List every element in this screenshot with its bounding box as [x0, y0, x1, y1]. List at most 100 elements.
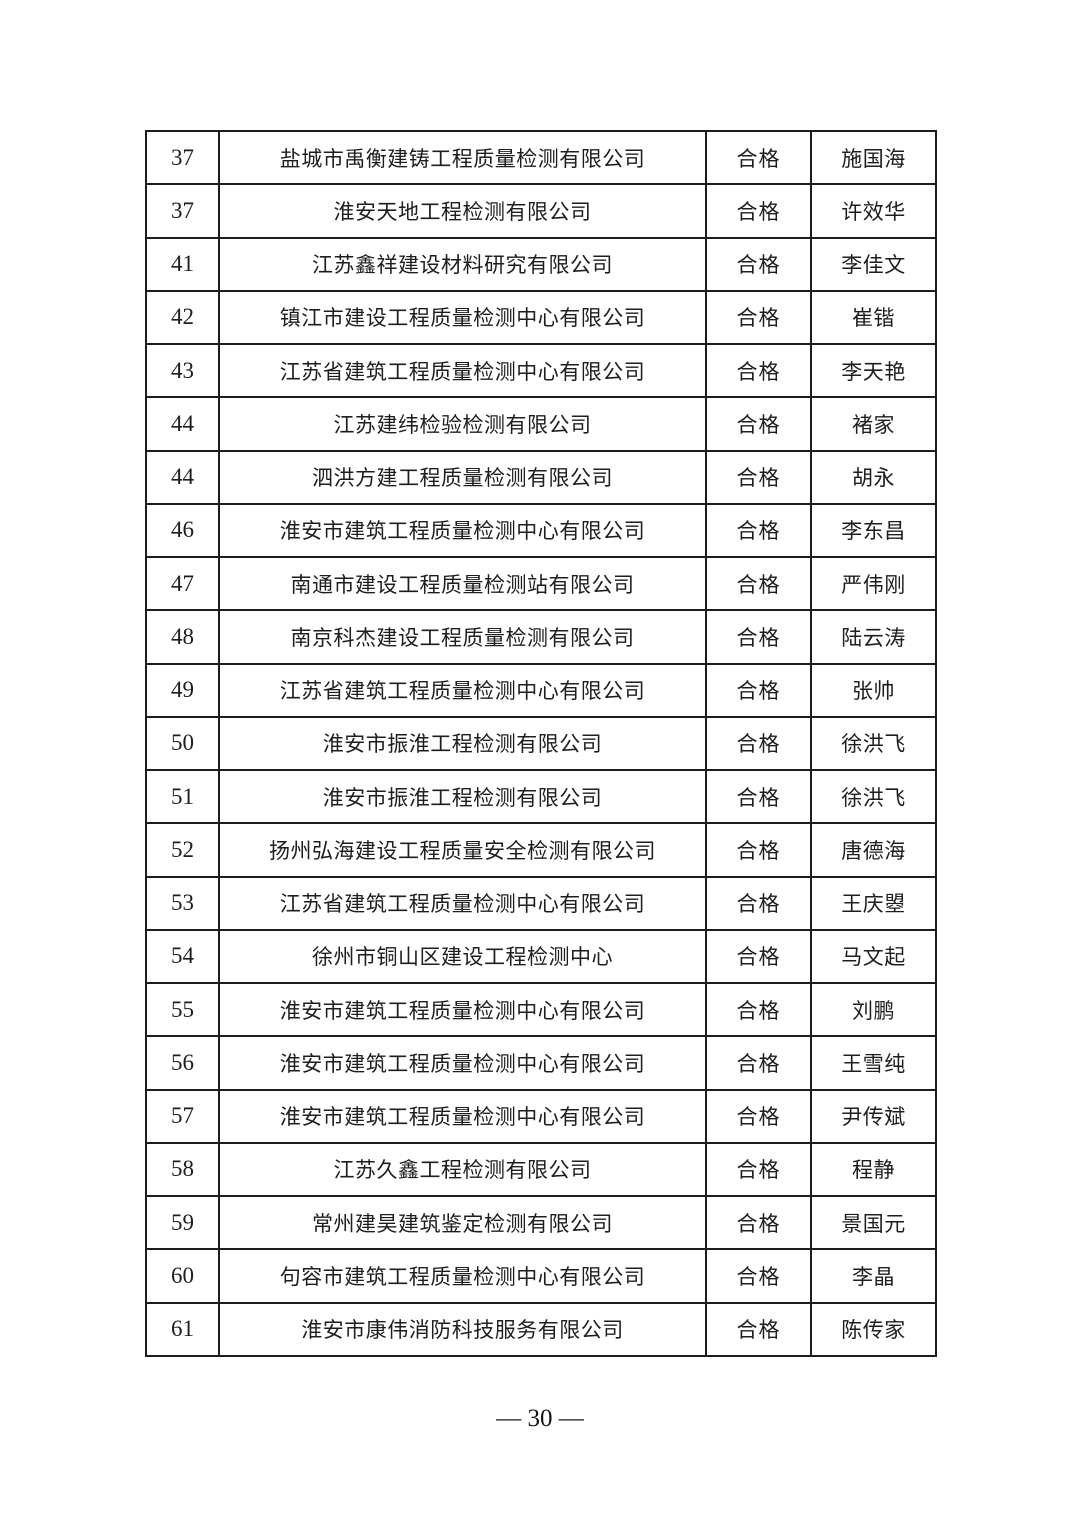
company-name-cell: 淮安市建筑工程质量检测中心有限公司: [218, 981, 707, 1038]
table-row: 37 淮安天地工程检测有限公司 合格 许效华: [145, 183, 937, 239]
result-cell: 合格: [705, 1141, 812, 1198]
row-number-cell: 61: [145, 1301, 220, 1357]
row-number-cell: 44: [145, 449, 220, 505]
person-name-cell: 李晶: [810, 1248, 937, 1304]
result-cell: 合格: [705, 715, 812, 772]
row-number-cell: 55: [145, 981, 220, 1038]
result-cell: 合格: [705, 822, 812, 878]
result-cell: 合格: [705, 981, 812, 1038]
table-row: 60 句容市建筑工程质量检测中心有限公司 合格 李晶: [145, 1248, 937, 1304]
company-name-cell: 常州建昊建筑鉴定检测有限公司: [218, 1194, 707, 1251]
person-name-cell: 徐洪飞: [810, 715, 937, 772]
person-name-cell: 景国元: [810, 1194, 937, 1251]
person-name-cell: 王雪纯: [810, 1035, 937, 1091]
company-name-cell: 南通市建设工程质量检测站有限公司: [218, 555, 707, 612]
person-name-cell: 唐德海: [810, 822, 937, 878]
row-number-cell: 43: [145, 342, 220, 399]
result-cell: 合格: [705, 183, 812, 239]
row-number-cell: 44: [145, 396, 220, 452]
inspection-results-table: 37 盐城市禹衡建铸工程质量检测有限公司 合格 施国海 37 淮安天地工程检测有限公司 合格…: [145, 129, 937, 1357]
page-number: — 30 —: [496, 1405, 584, 1432]
person-name-cell: 尹传斌: [810, 1088, 937, 1144]
table-row: 42 镇江市建设工程质量检测中心有限公司 合格 崔锴: [145, 289, 937, 346]
company-name-cell: 江苏省建筑工程质量检测中心有限公司: [218, 342, 707, 399]
result-cell: 合格: [705, 662, 812, 718]
row-number-cell: 58: [145, 1141, 220, 1198]
table-row: 52 扬州弘海建设工程质量安全检测有限公司 合格 唐德海: [145, 822, 937, 878]
result-cell: 合格: [705, 129, 812, 186]
row-number-cell: 41: [145, 236, 220, 292]
row-number-cell: 37: [145, 129, 220, 186]
company-name-cell: 徐州市铜山区建设工程检测中心: [218, 928, 707, 985]
table-row: 44 江苏建纬检验检测有限公司 合格 褚家: [145, 396, 937, 452]
person-name-cell: 刘鹏: [810, 981, 937, 1038]
company-name-cell: 泗洪方建工程质量检测有限公司: [218, 449, 707, 505]
person-name-cell: 张帅: [810, 662, 937, 718]
company-name-cell: 淮安市建筑工程质量检测中心有限公司: [218, 1035, 707, 1091]
table-row: 55 淮安市建筑工程质量检测中心有限公司 合格 刘鹏: [145, 981, 937, 1038]
result-cell: 合格: [705, 236, 812, 292]
company-name-cell: 江苏建纬检验检测有限公司: [218, 396, 707, 452]
company-name-cell: 淮安市康伟消防科技服务有限公司: [218, 1301, 707, 1357]
person-name-cell: 施国海: [810, 129, 937, 186]
row-number-cell: 48: [145, 609, 220, 665]
row-number-cell: 42: [145, 289, 220, 346]
table-row: 56 淮安市建筑工程质量检测中心有限公司 合格 王雪纯: [145, 1035, 937, 1091]
result-cell: 合格: [705, 609, 812, 665]
table-row: 51 淮安市振淮工程检测有限公司 合格 徐洪飞: [145, 768, 937, 825]
result-cell: 合格: [705, 289, 812, 346]
table-row: 50 淮安市振淮工程检测有限公司 合格 徐洪飞: [145, 715, 937, 772]
person-name-cell: 胡永: [810, 449, 937, 505]
company-name-cell: 江苏鑫祥建设材料研究有限公司: [218, 236, 707, 292]
row-number-cell: 52: [145, 822, 220, 878]
person-name-cell: 褚家: [810, 396, 937, 452]
company-name-cell: 淮安市建筑工程质量检测中心有限公司: [218, 502, 707, 559]
table-row: 37 盐城市禹衡建铸工程质量检测有限公司 合格 施国海: [145, 129, 937, 186]
result-cell: 合格: [705, 342, 812, 399]
company-name-cell: 江苏省建筑工程质量检测中心有限公司: [218, 875, 707, 931]
result-cell: 合格: [705, 1301, 812, 1357]
company-name-cell: 淮安天地工程检测有限公司: [218, 183, 707, 239]
person-name-cell: 李佳文: [810, 236, 937, 292]
company-name-cell: 淮安市振淮工程检测有限公司: [218, 715, 707, 772]
person-name-cell: 陈传家: [810, 1301, 937, 1357]
result-cell: 合格: [705, 1035, 812, 1091]
row-number-cell: 50: [145, 715, 220, 772]
table-row: 46 淮安市建筑工程质量检测中心有限公司 合格 李东昌: [145, 502, 937, 559]
result-cell: 合格: [705, 928, 812, 985]
table-row: 59 常州建昊建筑鉴定检测有限公司 合格 景国元: [145, 1194, 937, 1251]
result-cell: 合格: [705, 875, 812, 931]
table-row: 53 江苏省建筑工程质量检测中心有限公司 合格 王庆曌: [145, 875, 937, 931]
row-number-cell: 46: [145, 502, 220, 559]
result-cell: 合格: [705, 449, 812, 505]
row-number-cell: 60: [145, 1248, 220, 1304]
table-body: 37 盐城市禹衡建铸工程质量检测有限公司 合格 施国海 37 淮安天地工程检测有限公司 合格…: [145, 129, 937, 1357]
company-name-cell: 句容市建筑工程质量检测中心有限公司: [218, 1248, 707, 1304]
person-name-cell: 崔锴: [810, 289, 937, 346]
person-name-cell: 许效华: [810, 183, 937, 239]
company-name-cell: 淮安市振淮工程检测有限公司: [218, 768, 707, 825]
person-name-cell: 李天艳: [810, 342, 937, 399]
company-name-cell: 南京科杰建设工程质量检测有限公司: [218, 609, 707, 665]
row-number-cell: 53: [145, 875, 220, 931]
row-number-cell: 37: [145, 183, 220, 239]
person-name-cell: 马文起: [810, 928, 937, 985]
person-name-cell: 徐洪飞: [810, 768, 937, 825]
table-row: 57 淮安市建筑工程质量检测中心有限公司 合格 尹传斌: [145, 1088, 937, 1144]
table-row: 49 江苏省建筑工程质量检测中心有限公司 合格 张帅: [145, 662, 937, 718]
row-number-cell: 47: [145, 555, 220, 612]
table-row: 58 江苏久鑫工程检测有限公司 合格 程静: [145, 1141, 937, 1198]
result-cell: 合格: [705, 1088, 812, 1144]
row-number-cell: 49: [145, 662, 220, 718]
row-number-cell: 56: [145, 1035, 220, 1091]
table-row: 43 江苏省建筑工程质量检测中心有限公司 合格 李天艳: [145, 342, 937, 399]
person-name-cell: 王庆曌: [810, 875, 937, 931]
company-name-cell: 镇江市建设工程质量检测中心有限公司: [218, 289, 707, 346]
person-name-cell: 严伟刚: [810, 555, 937, 612]
person-name-cell: 陆云涛: [810, 609, 937, 665]
result-cell: 合格: [705, 555, 812, 612]
result-cell: 合格: [705, 1194, 812, 1251]
table-row: 47 南通市建设工程质量检测站有限公司 合格 严伟刚: [145, 555, 937, 612]
row-number-cell: 59: [145, 1194, 220, 1251]
